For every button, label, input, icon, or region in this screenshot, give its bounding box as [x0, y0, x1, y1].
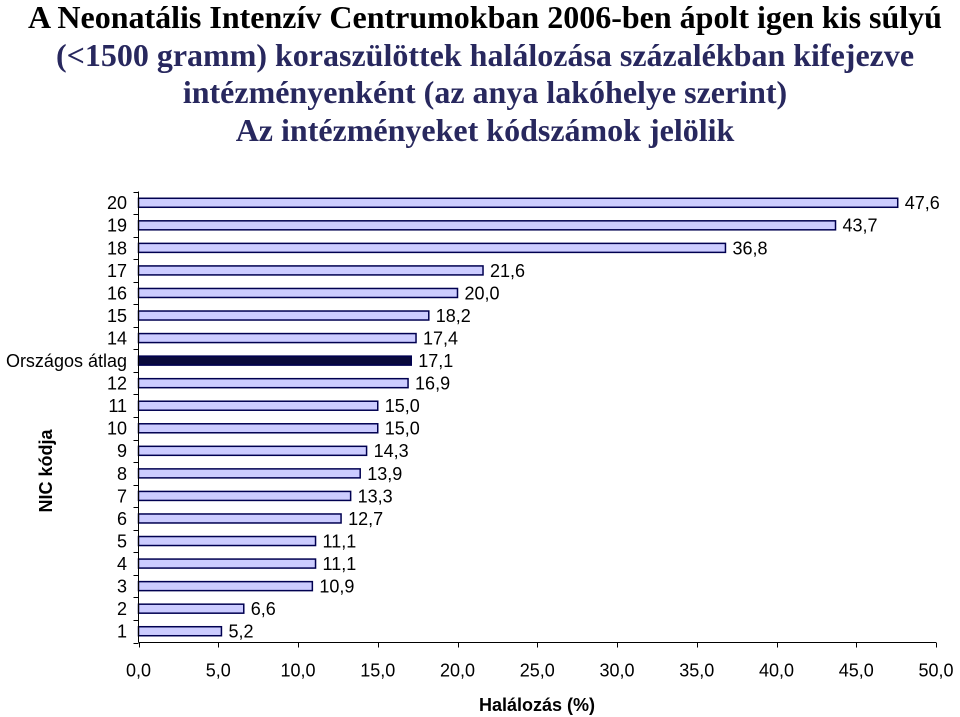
value-labels: 47,643,736,821,620,018,217,417,116,915,0… [228, 193, 939, 641]
axes [138, 191, 936, 643]
category-label: 8 [117, 464, 127, 484]
x-tick-label: 15,0 [360, 661, 395, 681]
x-tick-label: 0,0 [126, 661, 151, 681]
bar-10 [137, 423, 379, 434]
bar-1 [137, 625, 223, 637]
category-label: 19 [107, 216, 127, 236]
category-label: 2 [117, 599, 127, 619]
x-tick-labels: 0,0 5,0 10,0 15,0 20,0 25,0 30,0 35,0 40,0 45,0 50… [126, 661, 954, 681]
bar-20 [137, 197, 899, 209]
bar-17 [137, 265, 484, 276]
value-label: 17,1 [418, 351, 453, 371]
bar-15 [137, 310, 430, 321]
value-label: 17,4 [423, 328, 458, 348]
category-label: Országos átlag [6, 351, 127, 371]
value-label: 14,3 [374, 441, 409, 461]
category-label: 1 [117, 622, 127, 642]
category-label: 20 [107, 193, 127, 213]
x-axis-title: Halálozás (%) [479, 695, 595, 715]
category-label: 11 [108, 396, 127, 416]
bar-18 [137, 242, 727, 254]
value-label: 15,0 [385, 419, 420, 439]
bar-4 [137, 558, 317, 569]
bar-6 [137, 513, 342, 524]
x-tick-label: 10,0 [280, 661, 315, 681]
category-label: 15 [107, 306, 127, 326]
category-label: 5 [117, 531, 127, 551]
category-label: 18 [107, 238, 127, 258]
value-label: 11,1 [323, 554, 357, 574]
value-label: 13,9 [367, 464, 402, 484]
value-label: 36,8 [732, 238, 767, 258]
value-label: 43,7 [843, 216, 878, 236]
category-label: 10 [107, 419, 127, 439]
value-label: 16,9 [415, 374, 450, 394]
x-tick-label: 5,0 [206, 661, 231, 681]
category-label: 12 [107, 374, 127, 394]
bar-16 [137, 287, 459, 299]
title-line-1: A Neonatális Intenzív Centrumokban 2006-… [28, 0, 942, 35]
bar-14 [137, 332, 417, 344]
x-tick-label: 20,0 [440, 661, 475, 681]
value-label: 15,0 [385, 396, 420, 416]
x-tick-label: 30,0 [599, 661, 634, 681]
page-title: A Neonatális Intenzív Centrumokban 2006-… [10, 0, 960, 149]
title-line-3: intézményenként (az anya lakóhelye szeri… [182, 74, 788, 110]
value-label: 5,2 [228, 622, 253, 642]
value-label: 21,6 [490, 261, 525, 281]
x-tick-label: 35,0 [679, 661, 714, 681]
y-axis-ticks [133, 192, 139, 644]
bar-9 [137, 445, 368, 457]
title-line-4: Az intézményeket kódszámok jelölik [235, 111, 735, 148]
value-label: 10,9 [319, 577, 354, 597]
title-line-2: (<1500 gramm) koraszülöttek halálozása s… [55, 36, 915, 73]
value-label: 12,7 [348, 509, 383, 529]
bar-11 [137, 400, 379, 411]
bar-2 [137, 603, 245, 614]
bar-orszagos-atlag [137, 355, 412, 366]
category-label: 17 [107, 261, 127, 281]
category-label: 6 [117, 509, 127, 529]
bar-8 [137, 468, 361, 479]
x-tick-label: 45,0 [839, 661, 874, 681]
category-label: 3 [117, 577, 127, 597]
bars [137, 197, 899, 637]
bar-5 [137, 535, 317, 547]
value-label: 20,0 [465, 283, 500, 303]
value-label: 6,6 [251, 599, 276, 619]
value-label: 18,2 [436, 306, 471, 326]
x-tick-label: 25,0 [520, 661, 555, 681]
category-label: 4 [117, 554, 127, 574]
x-tick-label: 40,0 [759, 661, 794, 681]
value-label: 11,1 [323, 531, 357, 551]
category-label: 14 [107, 328, 127, 348]
category-label: 9 [117, 441, 127, 461]
bar-19 [137, 220, 837, 231]
category-label: 16 [107, 283, 127, 303]
x-tick-label: 50,0 [918, 661, 953, 681]
bar-3 [137, 580, 314, 592]
bar-12 [137, 377, 409, 389]
bar-7 [137, 490, 352, 502]
x-axis-ticks [139, 642, 937, 648]
category-label: 7 [117, 486, 127, 506]
y-axis-title: NIC kódja [36, 429, 56, 513]
value-label: 13,3 [358, 486, 393, 506]
value-label: 47,6 [905, 193, 940, 213]
